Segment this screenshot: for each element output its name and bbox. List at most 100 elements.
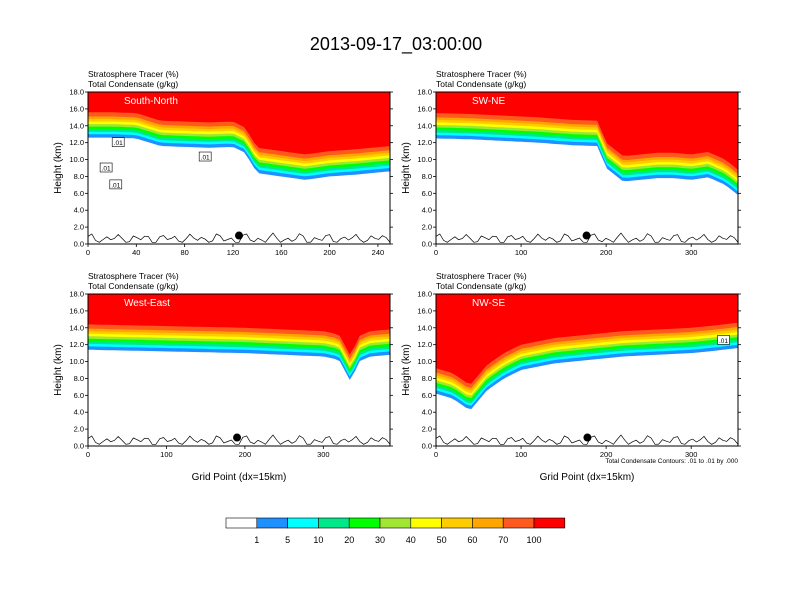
location-marker <box>233 433 242 442</box>
y-axis-label: Height (km) <box>53 142 64 194</box>
contour-note: Total Condensate Contours: .01 to .01 by… <box>605 458 738 465</box>
colorbar-swatch <box>287 517 319 529</box>
y-tick-label: 18.0 <box>69 88 84 97</box>
y-tick-label: 6.0 <box>422 391 432 400</box>
panel-title-line2: Total Condensate (g/kg) <box>88 79 178 89</box>
y-tick-label: 10.0 <box>417 357 432 366</box>
y-tick-label: 12.0 <box>417 138 432 147</box>
y-tick-label: 10.0 <box>69 357 84 366</box>
colorbar-swatch <box>225 517 258 529</box>
y-tick-label: 0.0 <box>74 240 84 249</box>
x-tick-label: 0 <box>434 248 438 257</box>
y-tick-label: 0.0 <box>422 442 432 451</box>
colorbar-label: 40 <box>406 535 416 545</box>
x-tick-label: 0 <box>86 248 90 257</box>
x-tick-label: 160 <box>275 248 288 257</box>
colorbar-swatch <box>256 517 288 529</box>
contour-label: .01 <box>102 166 111 173</box>
panel-title-line2: Total Condensate (g/kg) <box>88 281 178 291</box>
contour-label: .01 <box>719 338 728 345</box>
y-tick-label: 8.0 <box>74 374 84 383</box>
y-tick-label: 6.0 <box>74 391 84 400</box>
panel-title-line1: Stratosphere Tracer (%) <box>436 69 527 79</box>
location-marker <box>582 231 591 240</box>
plot-area: .01 <box>436 294 738 446</box>
x-tick-label: 100 <box>515 450 528 459</box>
panel-label: South-North <box>124 96 178 107</box>
colorbar-swatch <box>379 517 412 529</box>
y-tick-label: 14.0 <box>69 121 84 130</box>
y-tick-label: 6.0 <box>74 189 84 198</box>
x-tick-label: 120 <box>227 248 240 257</box>
y-axis-label: Height (km) <box>53 344 64 396</box>
panel-frame <box>435 293 739 447</box>
panel-title-line2: Total Condensate (g/kg) <box>436 79 526 89</box>
condensate-contour <box>436 232 738 243</box>
colorbar-label: 70 <box>498 535 508 545</box>
y-tick-label: 2.0 <box>74 223 84 232</box>
colorbar-label: 60 <box>467 535 477 545</box>
y-tick-label: 16.0 <box>69 104 84 113</box>
y-tick-label: 12.0 <box>69 340 84 349</box>
location-marker <box>583 433 592 442</box>
x-tick-label: 80 <box>180 248 188 257</box>
colorbar-swatch <box>472 517 504 529</box>
x-tick-label: 200 <box>323 248 336 257</box>
panel-south-north: .01 .01 .01 .01 South-North Stratosphere Trac… <box>53 69 393 257</box>
colorbar: 1 5 10 20 30 40 50 60 70 100 <box>225 517 566 545</box>
y-tick-label: 14.0 <box>69 323 84 332</box>
x-axis-label: Grid Point (dx=15km) <box>540 472 635 483</box>
y-tick-label: 14.0 <box>417 121 432 130</box>
x-tick-label: 200 <box>239 450 252 459</box>
panel-label: NW-SE <box>472 298 505 309</box>
contour-label: .01 <box>111 182 120 189</box>
colorbar-label: 100 <box>526 535 541 545</box>
y-tick-label: 8.0 <box>422 374 432 383</box>
panels: .01 .01 .01 .01 South-North Stratosphere Trac… <box>53 69 741 483</box>
condensate-contour <box>88 434 390 445</box>
panel-title-line1: Stratosphere Tracer (%) <box>88 271 179 281</box>
y-tick-label: 6.0 <box>422 189 432 198</box>
condensate-contour <box>88 232 390 243</box>
y-tick-label: 12.0 <box>69 138 84 147</box>
plot-area <box>88 294 390 446</box>
colorbar-label: 50 <box>437 535 447 545</box>
y-tick-label: 12.0 <box>417 340 432 349</box>
y-tick-label: 4.0 <box>74 206 84 215</box>
colorbar-label: 20 <box>344 535 354 545</box>
contour-label-box <box>198 151 212 162</box>
panel-label: West-East <box>124 298 170 309</box>
x-tick-label: 300 <box>685 450 698 459</box>
y-tick-label: 18.0 <box>69 290 84 299</box>
y-tick-label: 8.0 <box>422 172 432 181</box>
colorbar-swatch <box>533 517 566 529</box>
y-tick-label: 2.0 <box>422 223 432 232</box>
tracer-band-10 <box>88 294 390 355</box>
x-tick-label: 100 <box>160 450 173 459</box>
y-tick-label: 4.0 <box>422 408 432 417</box>
contour-label-box <box>99 162 113 173</box>
y-tick-label: 18.0 <box>417 290 432 299</box>
condensate-contour <box>436 434 738 445</box>
plot-area: .01 .01 .01 .01 <box>88 92 390 244</box>
y-tick-label: 0.0 <box>74 442 84 451</box>
location-marker <box>235 231 243 240</box>
y-tick-label: 8.0 <box>74 172 84 181</box>
colorbar-swatch <box>348 517 381 529</box>
colorbar-swatch <box>502 517 535 529</box>
contour-label-box <box>109 179 123 190</box>
y-tick-label: 16.0 <box>69 306 84 315</box>
panel-title-line2: Total Condensate (g/kg) <box>436 281 526 291</box>
panel-frame <box>87 91 391 245</box>
contour-label-box <box>111 137 125 147</box>
figure-title: 2013-09-17_03:00:00 <box>310 34 482 55</box>
y-tick-label: 2.0 <box>74 425 84 434</box>
panel-title-line1: Stratosphere Tracer (%) <box>88 69 179 79</box>
y-tick-label: 0.0 <box>422 240 432 249</box>
contour-label: .01 <box>201 155 210 162</box>
x-tick-label: 300 <box>685 248 698 257</box>
plot-area <box>436 92 738 244</box>
colorbar-swatch <box>318 517 350 529</box>
tracer-band-10 <box>436 294 738 384</box>
